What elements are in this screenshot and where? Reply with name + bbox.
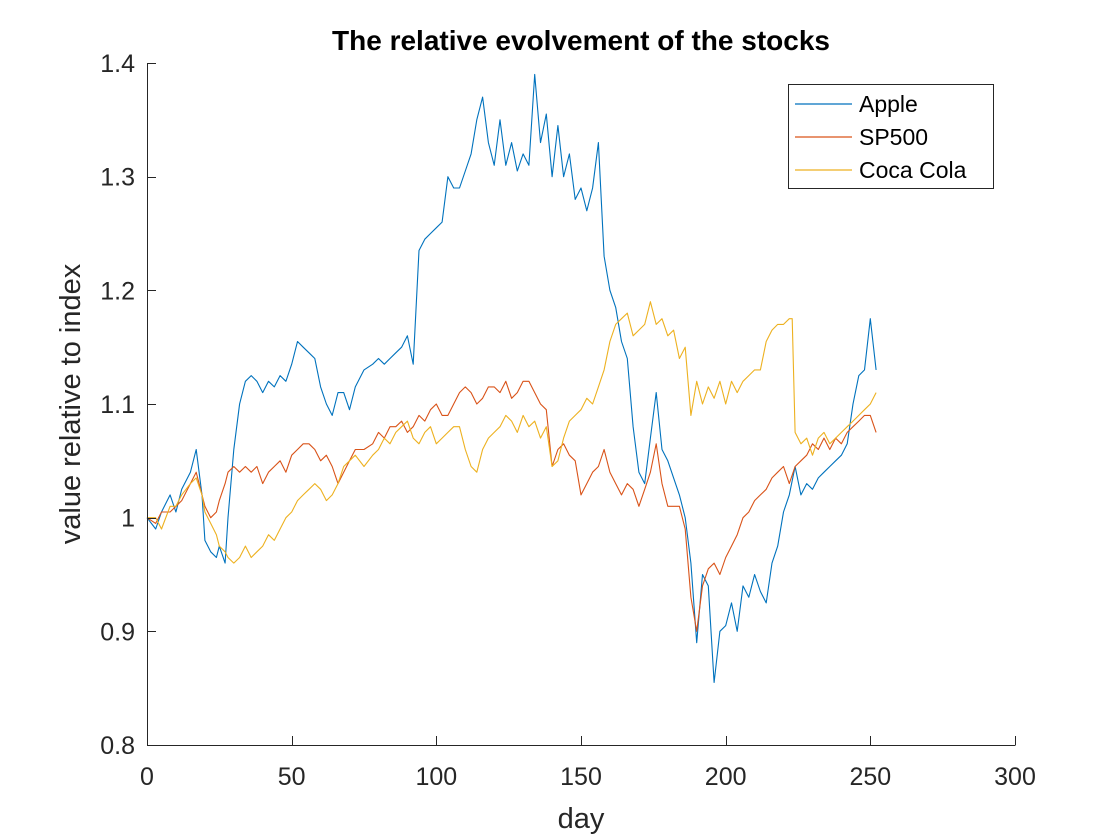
y-tick-label: 1.4	[100, 50, 135, 78]
x-ticks: 0 50 100 150 200 250 300	[140, 736, 1036, 791]
x-axis-label: day	[558, 803, 605, 835]
y-tick-label: 0.9	[100, 618, 135, 646]
x-tick-label: 100	[415, 763, 457, 791]
series-line-coca-cola	[147, 301, 877, 564]
legend-label-sp500: SP500	[859, 124, 928, 150]
legend-label-coca-cola: Coca Cola	[859, 157, 967, 183]
series-layer	[146, 73, 877, 684]
y-tick-label: 1.3	[100, 164, 135, 192]
x-tick-label: 200	[705, 763, 747, 791]
x-tick-label: 0	[140, 763, 154, 791]
series-line-sp500	[146, 380, 877, 632]
y-tick-label: 0.8	[100, 732, 135, 760]
series-line-apple	[146, 73, 877, 684]
x-tick-label: 300	[994, 763, 1036, 791]
y-axis-label: value relative to index	[55, 263, 87, 544]
y-tick-label: 1.2	[100, 277, 135, 305]
y-ticks: 0.8 0.9 1 1.1 1.2 1.3 1.4	[100, 50, 156, 760]
x-tick-label: 150	[560, 763, 602, 791]
y-tick-label: 1.1	[100, 391, 135, 419]
x-tick-label: 250	[849, 763, 891, 791]
legend: Apple SP500 Coca Cola	[788, 84, 994, 189]
x-tick-label: 50	[278, 763, 306, 791]
chart-title: The relative evolvement of the stocks	[332, 25, 830, 56]
legend-entries: Apple SP500 Coca Cola	[795, 91, 967, 183]
legend-label-apple: Apple	[859, 91, 918, 117]
y-tick-label: 1	[121, 505, 135, 533]
